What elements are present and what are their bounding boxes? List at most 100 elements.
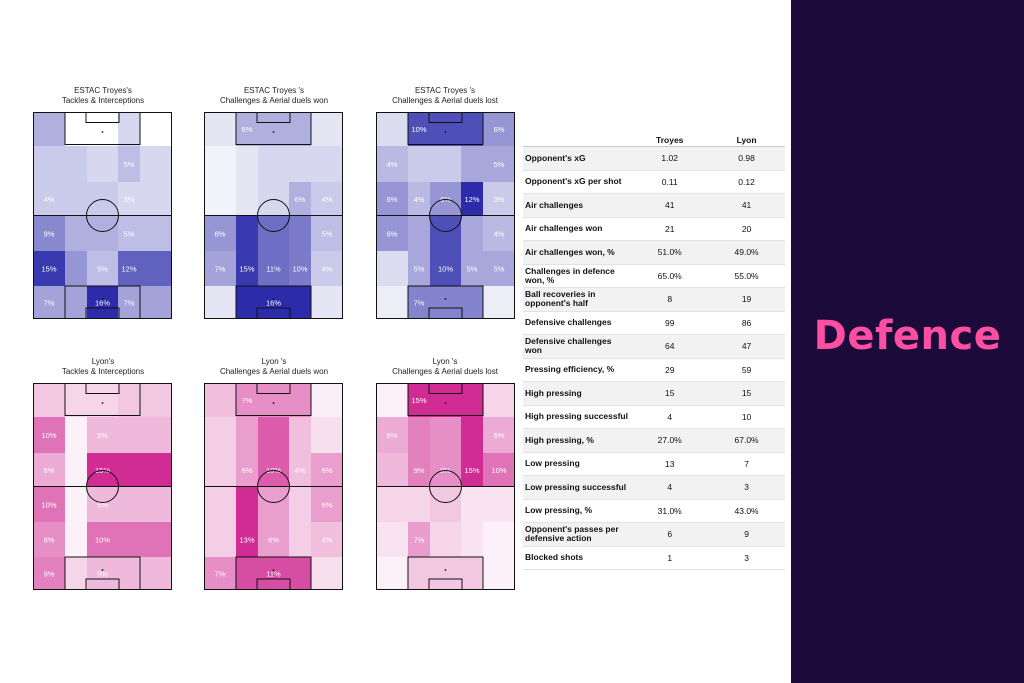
- heatmap-cell: [461, 182, 483, 216]
- heatmap-cell-label: 10%: [95, 536, 110, 545]
- heatmap-cell: [461, 112, 483, 146]
- top-penalty-spot: [444, 131, 447, 133]
- heatmap-cell: [140, 216, 172, 251]
- bottom-six-yard-box: [85, 578, 120, 590]
- heatmap-cell-label: 4%: [494, 230, 505, 239]
- heatmap-title: Lyon 's Challenges & Aerial duels won: [194, 357, 354, 377]
- heatmap-cell: [311, 112, 343, 146]
- bottom-six-yard-box: [85, 307, 120, 319]
- heatmap-cell-label: 6%: [242, 466, 253, 475]
- heatmap-cell: [87, 487, 118, 522]
- heatmap-cell: [33, 146, 65, 182]
- heatmap-cell: [311, 251, 343, 286]
- stat-lyon-value: 20: [708, 217, 785, 241]
- heatmap-cell: [430, 146, 461, 182]
- heatmap-title-metric: Challenges & Aerial duels lost: [392, 367, 498, 376]
- heatmap-cell: [376, 557, 408, 590]
- heatmap-cell: [289, 383, 311, 417]
- stats-row: Low pressing, % 31.0% 43.0%: [523, 499, 785, 523]
- heatmap-cell: [483, 286, 515, 319]
- heatmap-cell: [289, 216, 311, 251]
- heatmap-cell: [33, 383, 65, 417]
- heatmap-cell: [236, 216, 258, 251]
- heatmap-title-metric: Challenges & Aerial duels won: [219, 367, 329, 376]
- heatmap-cell-label: 11%: [266, 570, 281, 579]
- stat-lyon-value: 7: [708, 452, 785, 476]
- stat-troyes-value: 4: [631, 475, 709, 500]
- heatmap-cell-label: 5%: [124, 230, 135, 239]
- stat-lyon-value: 0.98: [708, 146, 785, 171]
- stat-troyes-value: 8: [631, 287, 709, 312]
- stat-lyon-value: 0.12: [708, 170, 785, 194]
- stat-label: Air challenges won, %: [523, 240, 632, 265]
- heatmap-cell: [236, 182, 258, 216]
- heatmap-cell-label: 7%: [215, 265, 226, 274]
- stat-lyon-value: 67.0%: [708, 428, 785, 453]
- heatmap-cell: [258, 146, 289, 182]
- pitch-heatmap-troyes: 10% 6%4% 5%6% 4% 6% 12% 3%6% 4%5% 10% 5% 5%7%: [376, 112, 515, 319]
- top-penalty-spot: [272, 131, 275, 133]
- heatmap-cell: [236, 417, 258, 453]
- heatmap-cell: [87, 522, 118, 557]
- heatmap-cell: [376, 251, 408, 286]
- stat-label: High pressing successful: [523, 405, 632, 429]
- heatmap-cell: [33, 182, 65, 216]
- heatmap-cell: [33, 286, 65, 319]
- heatmap-cell: [408, 383, 430, 417]
- heatmap-cell: [289, 487, 311, 522]
- heatmap-cell: [204, 487, 236, 522]
- top-penalty-spot: [272, 402, 275, 404]
- heatmap-cell: [430, 383, 461, 417]
- heatmap-cell-label: 6%: [322, 466, 333, 475]
- heatmap-cell-label: 5%: [414, 265, 425, 274]
- heatmap-cell: [461, 453, 483, 487]
- stat-troyes-value: 13: [631, 452, 709, 476]
- heatmap-cell-label: 5%: [322, 230, 333, 239]
- heatmap-cell-label: 6%: [494, 431, 505, 440]
- stat-troyes-value: 4: [631, 405, 709, 429]
- stats-body: Opponent's xG 1.02 0.98 Opponent's xG per s…: [523, 146, 785, 570]
- heatmap-cell: [289, 453, 311, 487]
- pitch-heatmap-lyon: 15%6% 6%9% 8% 15% 10%7%: [376, 383, 515, 590]
- stat-troyes-value: 1.02: [631, 146, 709, 171]
- heatmap-cell: [311, 453, 343, 487]
- heatmap-cell-label: 4%: [322, 195, 333, 204]
- heatmap-cell: [87, 216, 118, 251]
- heatmap-cell: [461, 146, 483, 182]
- heatmap-cell-label: 8%: [44, 536, 55, 545]
- bottom-penalty-spot: [272, 298, 275, 300]
- heatmap-cell: [461, 251, 483, 286]
- heatmap-cell-label: 12%: [464, 195, 479, 204]
- stat-label: Defensive challenges: [523, 311, 632, 335]
- stat-lyon-value: 86: [708, 311, 785, 335]
- heatmap-cell-label: 4%: [387, 160, 398, 169]
- heatmap-title-metric: Tackles & Interceptions: [61, 96, 145, 105]
- heatmap-cell: [311, 557, 343, 590]
- heatmap-cell: [258, 383, 289, 417]
- heatmap-cell: [236, 251, 258, 286]
- heatmap-cell-label: 6%: [322, 501, 333, 510]
- heatmap-cell: [408, 251, 430, 286]
- heatmap-cell: [376, 453, 408, 487]
- heatmap-cell: [430, 286, 461, 319]
- heatmap-cell: [461, 417, 483, 453]
- heatmap-cell: [87, 417, 118, 453]
- heatmap-title: ESTAC Troyes 's Challenges & Aerial duels…: [365, 86, 525, 106]
- heatmap-cell: [65, 286, 87, 319]
- heatmap-cell: [461, 557, 483, 590]
- sidebar-panel: Defence: [791, 0, 1024, 683]
- heatmap-cell: [376, 182, 408, 216]
- heatmap-cell-label: 7%: [414, 299, 425, 308]
- stat-troyes-value: 29: [631, 358, 709, 382]
- stat-label: Air challenges: [523, 193, 632, 218]
- heatmap-title-team: Lyon 's: [261, 357, 287, 366]
- heatmap-cell-label: 5%: [494, 160, 505, 169]
- bottom-six-yard-box: [428, 578, 463, 590]
- heatmap-cell: [258, 112, 289, 146]
- pitch-heatmap-troyes: 6% 6% 4% 8% 5% 7% 15% 11% 10% 4% 16%: [204, 112, 343, 319]
- heatmap-cell-label: 5%: [97, 265, 108, 274]
- heatmap-cell-label: 7%: [242, 396, 253, 405]
- heatmap-cell: [311, 216, 343, 251]
- stats-row: Opponent's xG per shot 0.11 0.12: [523, 170, 785, 194]
